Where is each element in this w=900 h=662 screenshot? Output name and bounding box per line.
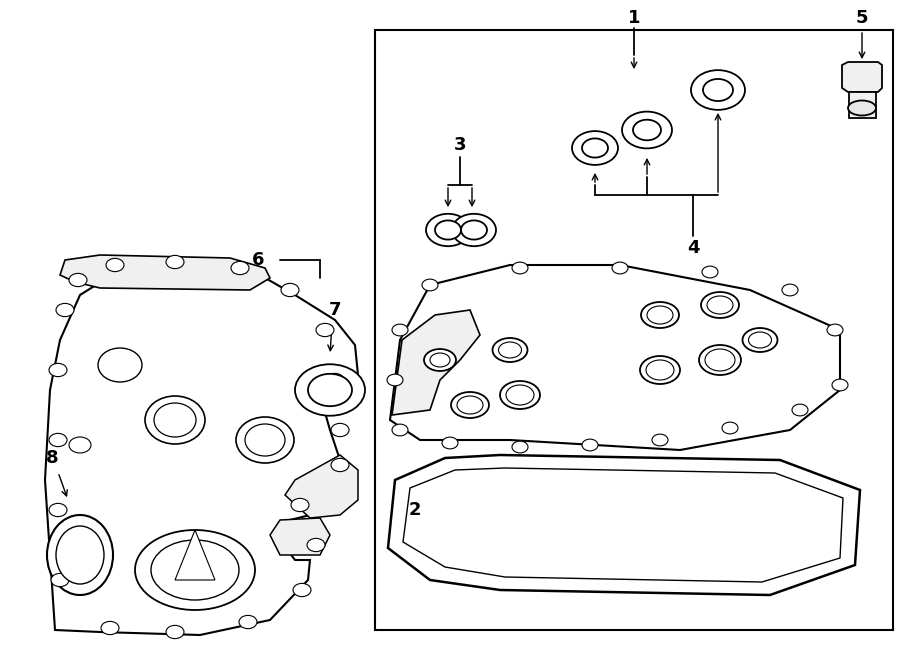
Ellipse shape bbox=[749, 332, 771, 348]
Ellipse shape bbox=[47, 515, 113, 595]
Ellipse shape bbox=[236, 417, 294, 463]
Circle shape bbox=[106, 258, 124, 271]
Circle shape bbox=[461, 220, 487, 240]
Ellipse shape bbox=[506, 385, 534, 405]
Circle shape bbox=[435, 220, 461, 240]
Ellipse shape bbox=[499, 342, 521, 358]
Ellipse shape bbox=[699, 345, 741, 375]
Ellipse shape bbox=[742, 328, 778, 352]
Polygon shape bbox=[270, 518, 330, 555]
Polygon shape bbox=[175, 530, 215, 580]
Circle shape bbox=[69, 273, 87, 287]
Circle shape bbox=[512, 262, 528, 274]
Circle shape bbox=[452, 214, 496, 246]
Circle shape bbox=[166, 256, 184, 269]
Polygon shape bbox=[403, 468, 843, 582]
Circle shape bbox=[293, 583, 311, 596]
Circle shape bbox=[652, 434, 668, 446]
Ellipse shape bbox=[707, 296, 733, 314]
Circle shape bbox=[572, 131, 618, 165]
Circle shape bbox=[231, 261, 249, 275]
Circle shape bbox=[633, 120, 661, 140]
Text: 1: 1 bbox=[628, 9, 640, 27]
Circle shape bbox=[331, 424, 349, 437]
Ellipse shape bbox=[705, 349, 735, 371]
Circle shape bbox=[316, 323, 334, 336]
Polygon shape bbox=[388, 455, 860, 595]
Circle shape bbox=[792, 404, 808, 416]
Circle shape bbox=[622, 112, 672, 148]
Ellipse shape bbox=[641, 302, 679, 328]
Circle shape bbox=[49, 503, 67, 516]
Ellipse shape bbox=[56, 526, 104, 584]
Circle shape bbox=[281, 283, 299, 297]
Ellipse shape bbox=[245, 424, 285, 456]
Circle shape bbox=[691, 70, 745, 110]
Circle shape bbox=[392, 324, 408, 336]
Ellipse shape bbox=[151, 540, 239, 600]
Circle shape bbox=[426, 214, 470, 246]
Polygon shape bbox=[390, 265, 840, 450]
Circle shape bbox=[582, 439, 598, 451]
Circle shape bbox=[722, 422, 738, 434]
Polygon shape bbox=[842, 62, 882, 92]
Ellipse shape bbox=[145, 396, 205, 444]
Ellipse shape bbox=[69, 437, 91, 453]
Text: 5: 5 bbox=[856, 9, 868, 27]
Circle shape bbox=[422, 279, 438, 291]
Circle shape bbox=[832, 379, 848, 391]
Circle shape bbox=[239, 616, 257, 629]
Ellipse shape bbox=[135, 530, 255, 610]
Ellipse shape bbox=[98, 348, 142, 382]
Circle shape bbox=[166, 626, 184, 639]
Circle shape bbox=[101, 622, 119, 635]
Circle shape bbox=[442, 437, 458, 449]
Ellipse shape bbox=[848, 101, 876, 115]
Circle shape bbox=[782, 284, 798, 296]
Circle shape bbox=[295, 364, 365, 416]
Circle shape bbox=[392, 424, 408, 436]
Ellipse shape bbox=[424, 349, 456, 371]
Ellipse shape bbox=[457, 396, 483, 414]
Circle shape bbox=[612, 262, 628, 274]
Polygon shape bbox=[392, 310, 480, 415]
Ellipse shape bbox=[647, 306, 673, 324]
Circle shape bbox=[307, 538, 325, 551]
Text: 2: 2 bbox=[409, 501, 421, 519]
Circle shape bbox=[702, 266, 718, 278]
Ellipse shape bbox=[430, 353, 450, 367]
Text: 7: 7 bbox=[328, 301, 341, 319]
Circle shape bbox=[331, 458, 349, 471]
Ellipse shape bbox=[701, 292, 739, 318]
Circle shape bbox=[291, 498, 309, 512]
Ellipse shape bbox=[154, 403, 196, 437]
Ellipse shape bbox=[451, 392, 489, 418]
Ellipse shape bbox=[492, 338, 527, 362]
Circle shape bbox=[49, 434, 67, 447]
Circle shape bbox=[56, 303, 74, 316]
Ellipse shape bbox=[646, 360, 674, 380]
Circle shape bbox=[387, 374, 403, 386]
Text: 4: 4 bbox=[687, 239, 699, 257]
Circle shape bbox=[49, 363, 67, 377]
Polygon shape bbox=[285, 455, 358, 518]
Text: 3: 3 bbox=[454, 136, 466, 154]
Circle shape bbox=[308, 374, 352, 406]
Circle shape bbox=[703, 79, 733, 101]
Circle shape bbox=[582, 138, 608, 158]
Polygon shape bbox=[60, 255, 270, 290]
Polygon shape bbox=[849, 92, 876, 118]
Ellipse shape bbox=[500, 381, 540, 409]
Circle shape bbox=[51, 573, 69, 587]
Circle shape bbox=[326, 373, 344, 387]
Bar bbox=[375, 30, 893, 630]
Ellipse shape bbox=[640, 356, 680, 384]
Circle shape bbox=[827, 324, 843, 336]
Text: 8: 8 bbox=[46, 449, 58, 467]
Polygon shape bbox=[45, 260, 358, 635]
Text: 6: 6 bbox=[252, 251, 265, 269]
Circle shape bbox=[512, 441, 528, 453]
